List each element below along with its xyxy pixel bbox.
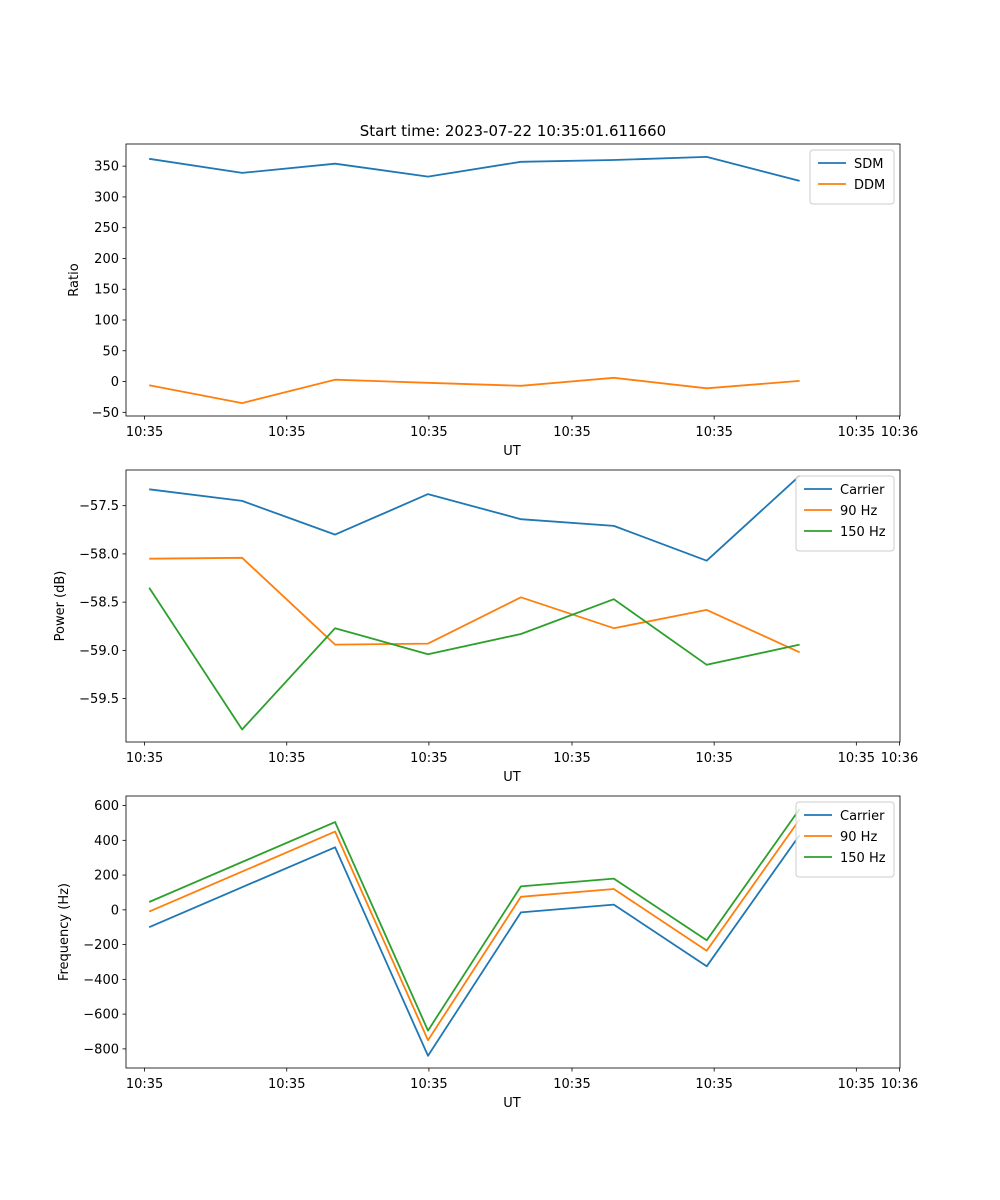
series-line-carrier — [149, 475, 801, 562]
y-tick-label: 300 — [94, 190, 119, 205]
y-tick-label: 0 — [111, 375, 119, 390]
axes-frame — [125, 143, 901, 417]
x-tick-label: 10:35 — [553, 751, 590, 766]
y-tick-label: 400 — [94, 834, 119, 849]
plots-container: −50 0 50 100 150 200 250 300 350 10:35 10:35 10:35 1… — [53, 143, 918, 1111]
y-tick-label: −400 — [83, 973, 119, 988]
x-tick-label: 10:35 — [838, 1077, 875, 1092]
y-tick-label: −800 — [83, 1042, 119, 1057]
y-tick-label: 50 — [102, 344, 119, 359]
legend: SDM DDM — [809, 149, 895, 205]
x-tick-label: 10:35 — [695, 751, 732, 766]
legend-label: Carrier — [840, 809, 885, 824]
series-line-90-hz — [148, 818, 801, 1042]
legend-label: 90 Hz — [840, 830, 877, 845]
y-tick-label: 200 — [94, 869, 119, 884]
x-tick-label: 10:35 — [553, 1077, 590, 1092]
x-tick-label: 10:36 — [881, 425, 918, 440]
y-tick-label: −50 — [92, 406, 119, 421]
series-line-150-hz — [148, 587, 800, 731]
x-tick-label: 10:35 — [695, 425, 732, 440]
y-tick-label: −600 — [83, 1008, 119, 1023]
x-tick-label: 10:35 — [838, 425, 875, 440]
y-tick-label: 250 — [94, 221, 119, 236]
legend-box — [795, 475, 895, 552]
x-tick-label: 10:35 — [268, 751, 305, 766]
series-line-carrier — [148, 834, 801, 1057]
subplot-2: −59.5 −59.0 −58.5 −58.0 −57.5 10:35 10:35 10:35… — [53, 469, 918, 785]
legend: Carrier 90 Hz 150 Hz — [795, 801, 895, 878]
x-axis-label: UT — [503, 770, 521, 785]
x-axis-label: UT — [503, 444, 521, 459]
series-line-sdm — [149, 155, 800, 182]
y-tick-label: 0 — [111, 903, 119, 918]
y-tick-label: 100 — [94, 314, 119, 329]
y-tick-label: −58.0 — [79, 547, 119, 562]
y-tick-label: 600 — [94, 799, 119, 814]
legend-label: DDM — [854, 178, 885, 193]
y-tick-label: 150 — [94, 283, 119, 298]
x-tick-label: 10:35 — [410, 1077, 447, 1092]
x-tick-label: 10:35 — [268, 425, 305, 440]
legend-box — [795, 801, 895, 878]
legend-label: 150 Hz — [840, 525, 886, 540]
y-tick-label: −200 — [83, 938, 119, 953]
x-tick-label: 10:35 — [126, 1077, 163, 1092]
x-tick-label: 10:35 — [268, 1077, 305, 1092]
x-tick-label: 10:35 — [126, 751, 163, 766]
axes-frame — [125, 469, 901, 743]
y-tick-label: 200 — [94, 252, 119, 267]
y-axis-label: Power (dB) — [53, 571, 68, 642]
x-tick-label: 10:35 — [410, 425, 447, 440]
x-tick-label: 10:36 — [881, 751, 918, 766]
series-line-150-hz — [148, 808, 801, 1032]
x-tick-label: 10:35 — [553, 425, 590, 440]
y-tick-label: −59.0 — [79, 644, 119, 659]
y-tick-label: −57.5 — [79, 499, 119, 514]
legend: Carrier 90 Hz 150 Hz — [795, 475, 895, 552]
subplot-3: −800 −600 −400 −200 0 200 400 600 10:35 10:35 10:3… — [57, 795, 918, 1111]
y-axis-label: Ratio — [67, 263, 82, 296]
x-tick-label: 10:35 — [410, 751, 447, 766]
legend-label: 90 Hz — [840, 504, 877, 519]
y-tick-label: 350 — [94, 160, 119, 175]
y-tick-label: −59.5 — [79, 692, 119, 707]
x-tick-label: 10:36 — [881, 1077, 918, 1092]
series-line-ddm — [149, 376, 800, 405]
x-tick-label: 10:35 — [838, 751, 875, 766]
x-axis-label: UT — [503, 1096, 521, 1111]
legend-label: SDM — [854, 157, 883, 172]
axes-frame — [125, 795, 901, 1069]
x-tick-label: 10:35 — [126, 425, 163, 440]
x-tick-label: 10:35 — [695, 1077, 732, 1092]
series-line-90-hz — [149, 556, 800, 654]
chart-title: Start time: 2023-07-22 10:35:01.611660 — [360, 122, 666, 140]
subplot-1: −50 0 50 100 150 200 250 300 350 10:35 10:35 10:35 1… — [67, 143, 918, 459]
legend-label: Carrier — [840, 483, 885, 498]
y-axis-label: Frequency (Hz) — [57, 883, 72, 981]
legend-label: 150 Hz — [840, 851, 886, 866]
y-tick-label: −58.5 — [79, 596, 119, 611]
